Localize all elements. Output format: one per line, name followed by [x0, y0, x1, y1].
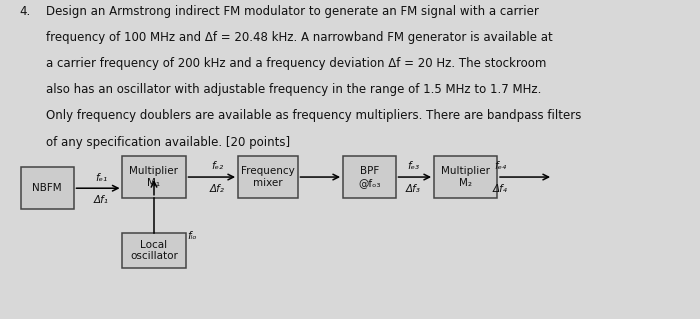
Text: BPF
@fₒ₃: BPF @fₒ₃	[358, 166, 381, 188]
Bar	[343, 156, 396, 198]
Text: fₑ₂: fₑ₂	[211, 161, 223, 171]
Text: Local
oscillator: Local oscillator	[130, 240, 178, 261]
Text: Design an Armstrong indirect FM modulator to generate an FM signal with a carrie: Design an Armstrong indirect FM modulato…	[46, 5, 538, 18]
Text: 4.: 4.	[20, 5, 31, 18]
Text: also has an oscillator with adjustable frequency in the range of 1.5 MHz to 1.7 : also has an oscillator with adjustable f…	[46, 83, 541, 96]
Bar	[21, 167, 74, 209]
Bar	[238, 156, 298, 198]
Bar	[122, 156, 186, 198]
Text: a carrier frequency of 200 kHz and a frequency deviation Δf = 20 Hz. The stockro: a carrier frequency of 200 kHz and a fre…	[46, 57, 546, 70]
Text: Multiplier
M₂: Multiplier M₂	[441, 166, 490, 188]
Text: Only frequency doublers are available as frequency multipliers. There are bandpa: Only frequency doublers are available as…	[46, 109, 581, 122]
Bar	[122, 233, 186, 268]
Text: frequency of 100 MHz and Δf = 20.48 kHz. A narrowband FM generator is available : frequency of 100 MHz and Δf = 20.48 kHz.…	[46, 31, 552, 44]
Text: Frequency
mixer: Frequency mixer	[241, 166, 295, 188]
Text: Δf₄: Δf₄	[493, 184, 508, 194]
Text: fₑ₁: fₑ₁	[95, 174, 108, 183]
Text: Δf₁: Δf₁	[94, 195, 109, 204]
Text: NBFM: NBFM	[32, 183, 62, 193]
Text: Δf₂: Δf₂	[209, 184, 225, 194]
Bar	[434, 156, 497, 198]
Text: Multiplier
M₁: Multiplier M₁	[130, 166, 178, 188]
Text: fₗₒ: fₗₒ	[188, 231, 197, 241]
Text: fₑ₃: fₑ₃	[407, 161, 419, 171]
Text: of any specification available. [20 points]: of any specification available. [20 poin…	[46, 136, 290, 149]
Text: fₑ₄: fₑ₄	[494, 161, 507, 171]
Text: Δf₃: Δf₃	[405, 184, 421, 194]
